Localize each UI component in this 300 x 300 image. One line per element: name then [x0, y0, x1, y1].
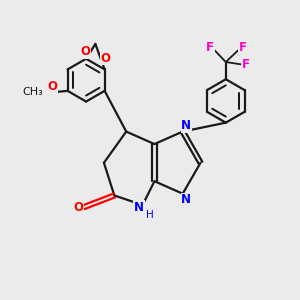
- Text: O: O: [73, 201, 83, 214]
- Text: F: F: [206, 41, 214, 54]
- Text: N: N: [181, 119, 191, 132]
- Text: H: H: [146, 210, 154, 220]
- Text: O: O: [47, 80, 57, 94]
- Text: CH₃: CH₃: [22, 87, 43, 97]
- Text: F: F: [239, 41, 247, 54]
- Text: N: N: [181, 193, 191, 206]
- Text: N: N: [134, 201, 144, 214]
- Text: O: O: [100, 52, 110, 64]
- Text: O: O: [80, 45, 91, 58]
- Text: F: F: [242, 58, 250, 71]
